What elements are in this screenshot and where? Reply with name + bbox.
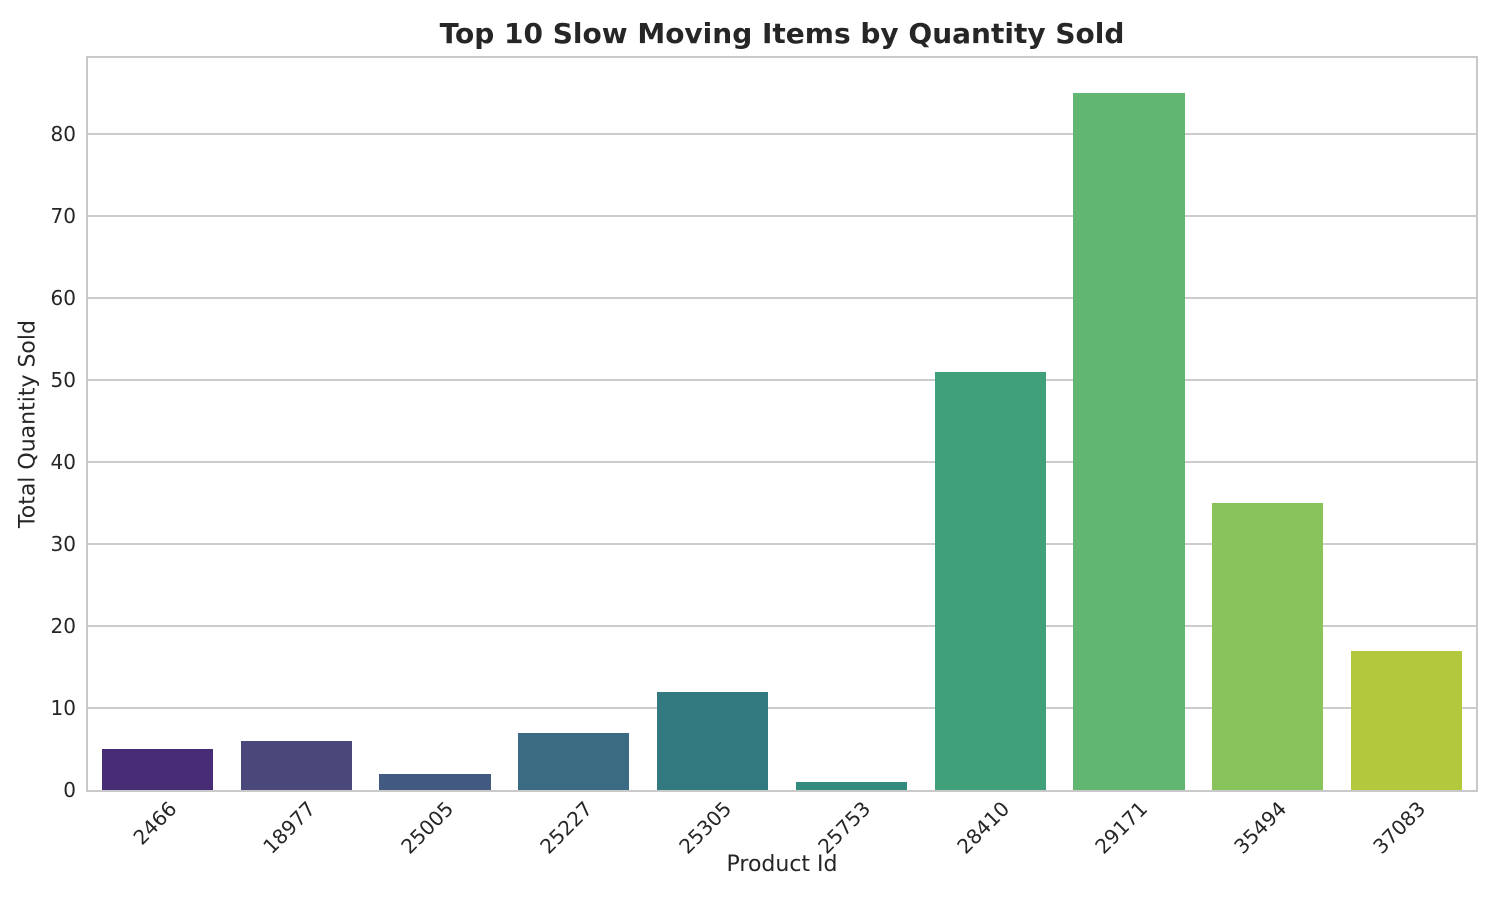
y-tick-label-40: 40 xyxy=(50,449,76,474)
bar-28410 xyxy=(934,371,1046,790)
bar-25305 xyxy=(657,691,769,790)
x-tick-label-29171: 29171 xyxy=(1090,796,1153,859)
plot-area: 0 10 20 30 40 50 60 70 80 2466 18977 25005 25227 2530… xyxy=(51,56,1478,859)
y-tick-label-20: 20 xyxy=(50,613,76,638)
x-tick-label-25753: 25753 xyxy=(813,796,875,859)
gridline-50 xyxy=(88,378,1476,381)
x-axis-label: Product Id xyxy=(726,852,838,877)
gridline-40 xyxy=(88,460,1476,463)
bar-25227 xyxy=(518,732,630,790)
bar-29171 xyxy=(1073,92,1185,790)
gridline-20 xyxy=(88,624,1476,627)
y-tick-label-50: 50 xyxy=(50,367,76,392)
x-tick-label-35494: 35494 xyxy=(1229,796,1292,859)
bar-25753 xyxy=(795,781,907,790)
x-tick-label-37083: 37083 xyxy=(1368,796,1431,859)
x-tick-label-18977: 18977 xyxy=(257,796,320,859)
bar-37083 xyxy=(1351,650,1463,790)
x-tick-label-25005: 25005 xyxy=(396,796,459,859)
chart-title: Top 10 Slow Moving Items by Quantity Sol… xyxy=(439,17,1125,50)
y-tick-label-80: 80 xyxy=(50,121,76,146)
y-tick-label-0: 0 xyxy=(63,778,76,802)
gridline-70 xyxy=(88,214,1476,217)
gridline-60 xyxy=(88,296,1476,299)
x-tick-label-25227: 25227 xyxy=(535,796,598,859)
gridline-10 xyxy=(88,706,1476,709)
x-tick-label-28410: 28410 xyxy=(951,796,1014,859)
gridline-80 xyxy=(88,132,1476,135)
bar-2466 xyxy=(101,749,213,790)
y-tick-label-10: 10 xyxy=(50,695,76,720)
bar-25005 xyxy=(379,773,491,790)
y-tick-label-30: 30 xyxy=(50,531,76,556)
y-tick-label-60: 60 xyxy=(50,285,76,310)
y-tick-label-70: 70 xyxy=(50,203,76,228)
bar-18977 xyxy=(240,740,352,790)
bar-35494 xyxy=(1212,502,1324,790)
gridline-30 xyxy=(88,542,1476,545)
x-tick-label-2466: 2466 xyxy=(127,796,181,850)
y-axis-label: Total Quantity Sold xyxy=(15,320,41,528)
x-tick-label-25305: 25305 xyxy=(674,796,737,859)
